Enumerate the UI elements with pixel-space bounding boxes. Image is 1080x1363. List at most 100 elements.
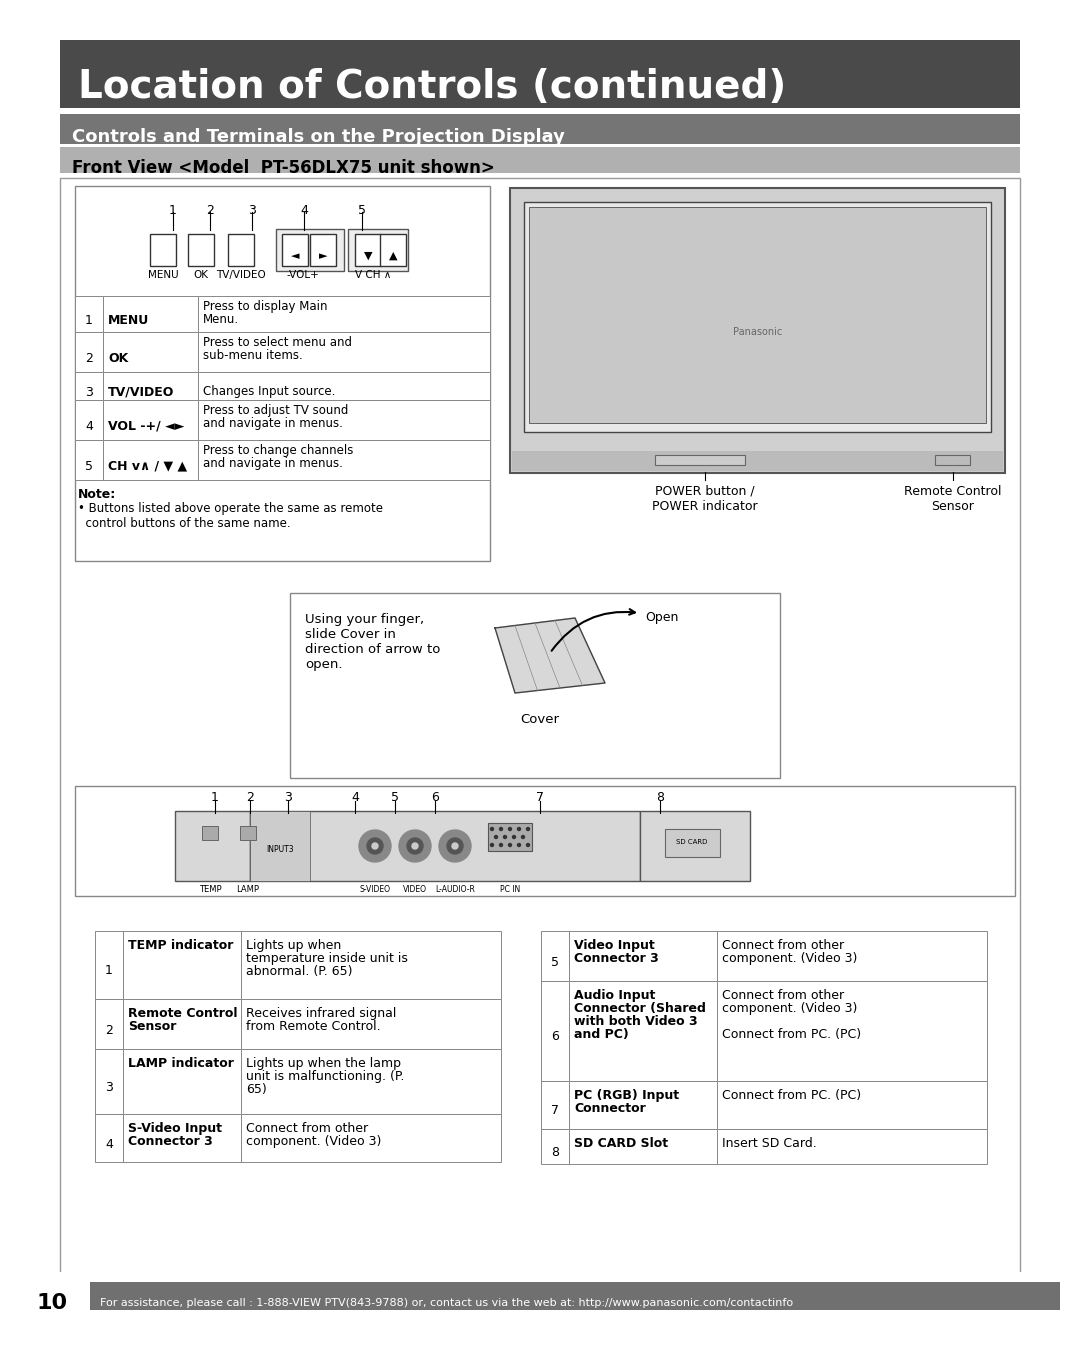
Circle shape: [513, 836, 515, 838]
Text: TV/VIDEO: TV/VIDEO: [216, 270, 266, 279]
Bar: [541, 931, 569, 981]
Text: SD CARD: SD CARD: [676, 840, 707, 845]
Bar: [348, 229, 408, 271]
Polygon shape: [495, 617, 605, 692]
Text: For assistance, please call : 1-888-VIEW PTV(843-9788) or, contact us via the we: For assistance, please call : 1-888-VIEW…: [100, 1298, 793, 1308]
Text: Controls and Terminals on the Projection Display: Controls and Terminals on the Projection…: [72, 128, 565, 146]
Circle shape: [490, 827, 494, 830]
Text: 4: 4: [351, 791, 359, 804]
Bar: [241, 999, 501, 1050]
Bar: [60, 114, 1020, 144]
Text: component. (Video 3): component. (Video 3): [246, 1135, 381, 1148]
Text: 5: 5: [357, 204, 366, 217]
Circle shape: [447, 838, 463, 855]
Bar: [717, 1081, 987, 1129]
Bar: [75, 786, 1015, 895]
Bar: [665, 829, 720, 857]
Text: SD CARD Slot: SD CARD Slot: [573, 1137, 669, 1150]
Text: Press to change channels: Press to change channels: [203, 444, 353, 457]
Text: 5: 5: [391, 791, 399, 804]
Bar: [75, 185, 490, 562]
Circle shape: [407, 838, 423, 855]
Text: Cover: Cover: [521, 713, 559, 726]
Text: VOL -+/ ◄►: VOL -+/ ◄►: [108, 420, 185, 432]
Text: INPUT3: INPUT3: [266, 845, 294, 853]
Bar: [541, 1081, 569, 1129]
Bar: [198, 296, 490, 333]
Text: -VOL+: -VOL+: [286, 270, 320, 279]
Bar: [95, 931, 123, 999]
Text: ▼: ▼: [364, 251, 373, 260]
Bar: [228, 234, 254, 266]
Bar: [60, 40, 1020, 108]
Bar: [198, 440, 490, 480]
Bar: [541, 1129, 569, 1164]
Text: 1: 1: [211, 791, 219, 804]
Text: PC IN: PC IN: [500, 885, 521, 894]
Text: and PC): and PC): [573, 1028, 629, 1041]
Bar: [75, 372, 103, 399]
Text: Connect from PC. (PC): Connect from PC. (PC): [723, 1089, 861, 1103]
Bar: [60, 147, 1020, 173]
Bar: [276, 229, 345, 271]
Text: OK: OK: [108, 352, 129, 364]
Circle shape: [509, 827, 512, 830]
Text: MENU: MENU: [108, 313, 149, 327]
Text: Audio Input: Audio Input: [573, 990, 656, 1002]
Bar: [103, 399, 198, 440]
Text: PC (RGB) Input: PC (RGB) Input: [573, 1089, 679, 1103]
Bar: [123, 999, 241, 1050]
Text: Connect from other: Connect from other: [723, 990, 845, 1002]
Text: Open: Open: [645, 612, 678, 624]
Text: VIDEO: VIDEO: [403, 885, 427, 894]
Bar: [95, 999, 123, 1050]
Circle shape: [453, 842, 458, 849]
Bar: [512, 451, 1003, 472]
Bar: [569, 1081, 717, 1129]
Bar: [103, 372, 198, 399]
Bar: [241, 931, 501, 999]
Text: Lights up when: Lights up when: [246, 939, 341, 951]
Bar: [569, 981, 717, 1081]
Circle shape: [527, 827, 529, 830]
Text: Connector 3: Connector 3: [129, 1135, 213, 1148]
Text: 3: 3: [105, 1081, 113, 1094]
Circle shape: [499, 844, 502, 846]
Bar: [202, 826, 218, 840]
Text: Press to adjust TV sound: Press to adjust TV sound: [203, 403, 349, 417]
Text: Video Input: Video Input: [573, 939, 654, 951]
Text: L-AUDIO-R: L-AUDIO-R: [435, 885, 475, 894]
Bar: [291, 593, 780, 778]
Text: LAMP: LAMP: [237, 885, 259, 894]
Bar: [935, 455, 970, 465]
Bar: [0, 1272, 1080, 1363]
Bar: [198, 333, 490, 372]
Bar: [717, 981, 987, 1081]
Bar: [175, 811, 249, 880]
Bar: [640, 811, 750, 880]
Bar: [282, 234, 308, 266]
Text: S-Video Input: S-Video Input: [129, 1122, 222, 1135]
Text: ◄: ◄: [291, 251, 299, 260]
Text: 10: 10: [37, 1293, 68, 1313]
Bar: [150, 234, 176, 266]
Circle shape: [359, 830, 391, 861]
Text: component. (Video 3): component. (Video 3): [723, 1002, 858, 1015]
Text: Using your finger,
slide Cover in
direction of arrow to
open.: Using your finger, slide Cover in direct…: [305, 613, 441, 671]
Circle shape: [522, 836, 525, 838]
Bar: [355, 234, 381, 266]
Bar: [488, 823, 532, 851]
Circle shape: [509, 844, 512, 846]
Circle shape: [367, 838, 383, 855]
Text: 1: 1: [105, 965, 113, 977]
Text: 2: 2: [105, 1024, 113, 1036]
Bar: [198, 399, 490, 440]
Text: and navigate in menus.: and navigate in menus.: [203, 457, 342, 470]
Text: Sensor: Sensor: [129, 1020, 176, 1033]
Bar: [60, 179, 1020, 1363]
Text: 2: 2: [246, 791, 254, 804]
Text: Connect from PC. (PC): Connect from PC. (PC): [723, 1028, 861, 1041]
Bar: [249, 811, 640, 880]
Text: Connector: Connector: [573, 1103, 646, 1115]
Bar: [310, 234, 336, 266]
